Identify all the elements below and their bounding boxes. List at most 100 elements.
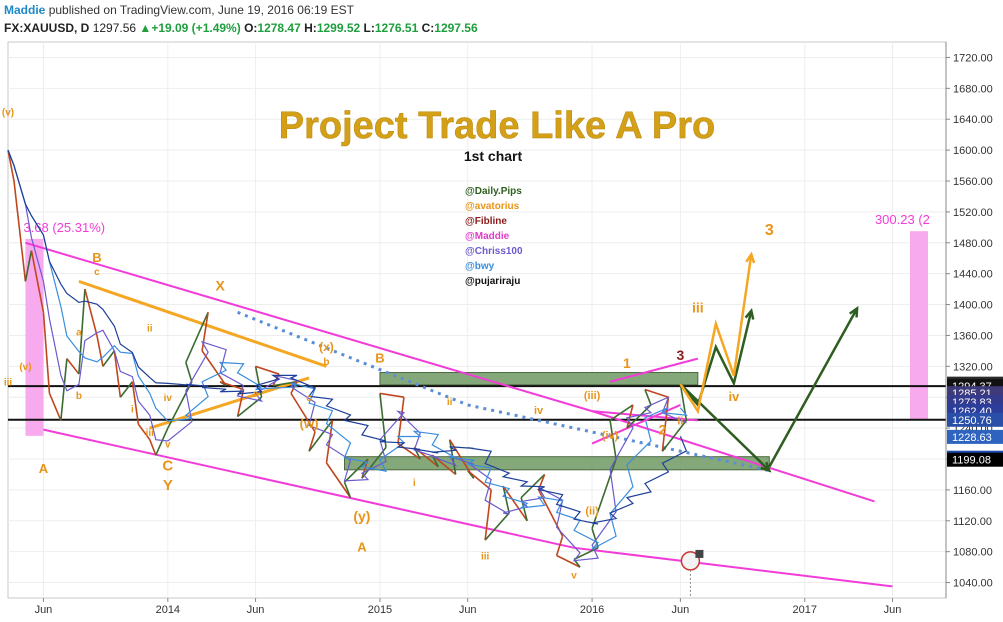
dotted-line	[467, 403, 770, 473]
wave-label: a	[253, 389, 259, 400]
low-label: L:	[363, 21, 375, 35]
contributor-name: @Fibline	[465, 216, 507, 227]
x-tick-label: 2014	[156, 604, 180, 616]
wave-label: b	[323, 357, 329, 368]
wave-label: b	[76, 391, 82, 402]
y-tick-label: 1640.00	[953, 114, 993, 126]
event-count-badge	[695, 549, 704, 558]
wave-label: a	[76, 327, 82, 338]
author-name[interactable]: Maddie	[4, 3, 46, 17]
wave-label: 3	[677, 347, 685, 363]
projection-green-down-head	[760, 461, 772, 473]
y-tick-label: 1440.00	[953, 269, 993, 281]
horizontal-lines	[8, 385, 946, 421]
y-axis[interactable]: 1040.001080.001120.001160.001200.001240.…	[945, 42, 1003, 598]
wave-label: c	[306, 393, 312, 404]
y-tick-label: 1720.00	[953, 52, 993, 64]
wave-label: iv	[728, 389, 740, 404]
wave-label: (ii)	[585, 506, 599, 518]
close-label: C:	[421, 21, 435, 35]
contributor-name: @bwy	[465, 261, 495, 272]
wave-label: A	[357, 540, 367, 555]
price-label-box	[947, 452, 1003, 467]
price-segment	[30, 250, 45, 313]
projection-orange	[679, 254, 753, 415]
price-segment	[48, 393, 62, 421]
price-segment	[609, 420, 617, 460]
wave-label: ii	[147, 324, 153, 335]
price-segment	[325, 462, 352, 499]
price-segment	[185, 311, 209, 363]
pink-box-label: 3.68 (25.31%)	[23, 220, 105, 235]
price-segment	[113, 350, 122, 398]
y-tick-label: 1520.00	[953, 207, 993, 219]
green-zone	[379, 372, 699, 386]
projection-green-up	[679, 310, 753, 408]
wave-label: 2	[658, 421, 666, 437]
contributor-name: @Chriss100	[465, 246, 523, 257]
wave-label: i	[131, 405, 134, 416]
price-segment	[308, 431, 316, 452]
price-segment	[96, 335, 104, 367]
price-segment	[24, 250, 33, 282]
wave-label: X	[215, 278, 225, 294]
price-segment	[7, 149, 15, 182]
wave-label: iii	[481, 551, 490, 562]
wave-labels: (v)(v)iiiabciiiiiiivvBCYAX(x)(w)abc(y)AB…	[2, 107, 774, 581]
wave-label: A	[39, 461, 49, 476]
y-tick-label: 1040.00	[953, 578, 993, 590]
x-tick-label: Jun	[884, 604, 902, 616]
price-segment	[290, 392, 316, 433]
price-segment	[13, 180, 27, 282]
price-label: 1250.76	[952, 415, 992, 427]
wave-label: iv	[164, 393, 173, 404]
ma-long	[7, 149, 688, 525]
wave-label: i	[413, 478, 416, 489]
y-tick-label: 1680.00	[953, 83, 993, 95]
y-tick-label: 1480.00	[953, 238, 993, 250]
price-segment	[556, 554, 581, 568]
green-zone	[343, 456, 770, 471]
price-segment	[413, 446, 439, 468]
symbol-header: FX:XAUUSD, D 1297.56 ▲+19.09 (+1.49%) O:…	[4, 21, 478, 35]
price-series	[7, 149, 688, 568]
wave-label: (iv)	[602, 430, 619, 442]
price-segment	[644, 388, 669, 398]
contributor-name: @avatorius	[465, 201, 520, 212]
close-value: 1297.56	[434, 21, 478, 35]
wave-label: iii	[692, 299, 704, 315]
x-tick-label: 2016	[580, 604, 604, 616]
price-segment	[591, 458, 617, 529]
published-text: published on TradingView.com, June 19, 2…	[48, 3, 355, 17]
last-price: 1297.56	[92, 21, 137, 35]
symbol-name: FX:XAUUSD, D	[4, 21, 90, 35]
wave-label: B	[92, 250, 101, 265]
wave-label: v	[165, 439, 171, 450]
ma-short	[7, 149, 687, 562]
price-segment	[131, 381, 140, 425]
open-label: O:	[244, 21, 258, 35]
price-change: +19.09 (+1.49%)	[151, 21, 241, 35]
trend-line	[591, 410, 698, 422]
wave-label: (iii)	[584, 390, 601, 402]
wave-label: c	[94, 267, 100, 278]
low-value: 1276.51	[374, 21, 419, 35]
projection-arrows	[679, 251, 859, 473]
price-segment	[626, 404, 634, 429]
chart-subtitle: 1st chart	[464, 148, 523, 164]
ma-mid	[7, 149, 688, 550]
x-tick-label: Jun	[35, 604, 53, 616]
wave-label: (v)	[2, 107, 14, 118]
wave-label: (w)	[300, 416, 319, 431]
green-zones	[343, 372, 770, 471]
wave-label: (y)	[353, 508, 370, 524]
projection-green-down	[679, 383, 771, 472]
projection-green-long-head	[849, 305, 859, 318]
trend-line	[591, 404, 681, 445]
projection-orange-head	[745, 251, 756, 264]
x-axis[interactable]: Jun 2014 Jun 2015 Jun 2016 Jun 2017 Jun	[35, 598, 902, 616]
x-tick-label: 2015	[368, 604, 392, 616]
price-segment	[149, 439, 157, 456]
